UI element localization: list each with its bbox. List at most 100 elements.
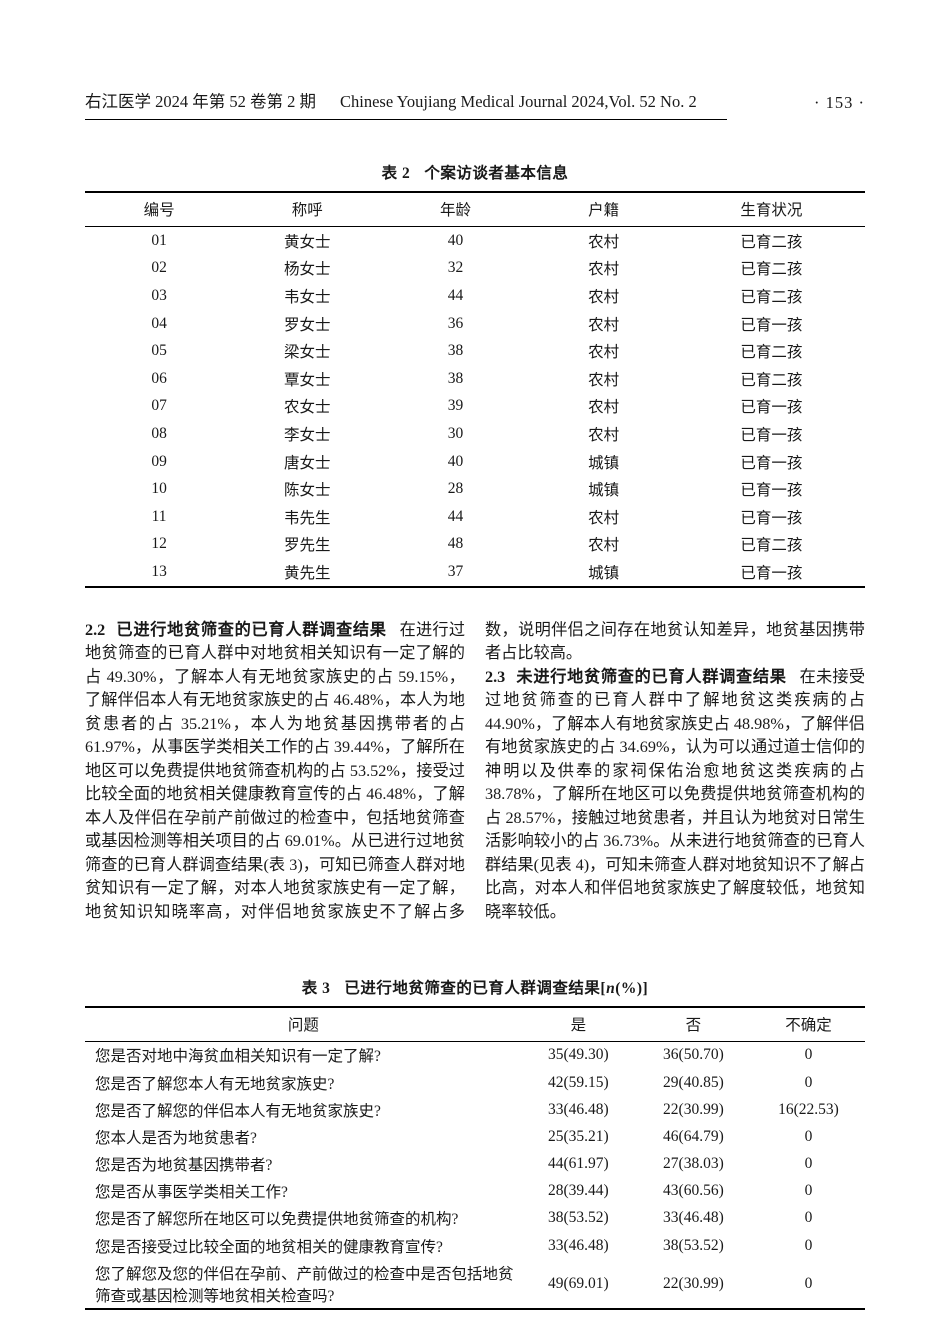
table-cell: 29(40.85)	[663, 1073, 724, 1091]
table2-caption: 表 2 个案访谈者基本信息	[85, 161, 865, 183]
table-cell: 已育二孩	[740, 233, 803, 251]
table-cell: 农女士	[284, 399, 331, 417]
table3-caption-bracket-close: (%)]	[615, 979, 649, 997]
table2-col-number: 编号	[85, 192, 234, 227]
table-cell: 28(39.44)	[547, 1182, 609, 1200]
table-cell: 已育一孩	[740, 316, 803, 334]
table-cell: 46(64.79)	[663, 1127, 724, 1145]
journal-title-cn: 右江医学 2024 年第 52 卷第 2 期	[85, 92, 316, 111]
table3-caption-label: 表 3	[301, 979, 331, 997]
table-row: 07 农女士 39 农村 已育一孩	[85, 393, 865, 421]
section-2-2: 2.2 已进行地贫筛查的已育人群调查结果 在进行过地贫筛查的已育人群中对地贫相关知识…	[85, 619, 865, 931]
table-cell: 已育一孩	[740, 399, 803, 417]
table-row: 您是否了解您所在地区可以免费提供地贫筛查的机构? 38(53.52) 33(46.4…	[85, 1205, 865, 1232]
table-cell: 0	[804, 1155, 813, 1173]
table-row: 您是否为地贫基因携带者? 44(61.97) 27(38.03) 0	[85, 1150, 865, 1177]
table-cell: 25(35.21)	[547, 1127, 609, 1145]
table-cell: 您是否从事医学类相关工作?	[95, 1184, 288, 1202]
table-row: 08 李女士 30 农村 已育一孩	[85, 420, 865, 448]
table2-header: 编号 称呼 年龄 户籍 生育状况	[85, 192, 865, 227]
table2-body: 01 黄女士 40 农村 已育二孩 02 杨女士 32 农村 已育二孩 03 韦女士 44 农村 已育二孩 0…	[85, 227, 865, 587]
table-cell: 已育一孩	[740, 509, 803, 527]
table3-col-no: 否	[634, 1006, 752, 1042]
table-cell: 农村	[588, 426, 620, 444]
running-head-titles: 右江医学 2024 年第 52 卷第 2 期 Chinese Youjiang …	[85, 88, 727, 120]
table-cell: 44(61.97)	[547, 1155, 609, 1173]
table-cell: 农村	[588, 344, 620, 362]
table-cell: 城镇	[588, 482, 620, 500]
table-row: 您是否从事医学类相关工作? 28(39.44) 43(60.56) 0	[85, 1178, 865, 1205]
table3-col-question: 问题	[85, 1006, 522, 1042]
table-cell: 10	[151, 480, 167, 498]
section-2-3: 2.3 未进行地贫筛查的已育人群调查结果 在未接受过地贫筛查的已育人群中了解地贫这类…	[485, 666, 865, 925]
table-header-row: 问题 是 否 不确定	[85, 1006, 865, 1042]
table-row: 06 覃女士 38 农村 已育二孩	[85, 365, 865, 393]
table-header-row: 编号 称呼 年龄 户籍 生育状况	[85, 192, 865, 227]
table-cell: 37	[447, 562, 464, 580]
table-cell: 33(46.48)	[663, 1209, 724, 1227]
table-row: 09 唐女士 40 城镇 已育一孩	[85, 448, 865, 476]
table-cell: 杨女士	[284, 261, 331, 279]
section-2-2-heading: 已进行地贫筛查的已育人群调查结果	[116, 620, 387, 639]
table-cell: 0	[804, 1236, 813, 1254]
table-cell: 33(46.48)	[547, 1236, 609, 1254]
table3-caption-title: 已进行地贫筛查的已育人群调查结果	[344, 979, 601, 997]
table-cell: 03	[151, 286, 167, 304]
table-cell: 已育一孩	[740, 454, 803, 472]
table-cell: 12	[151, 535, 167, 553]
table-row: 12 罗先生 48 农村 已育二孩	[85, 531, 865, 559]
table-cell: 27(38.03)	[663, 1155, 724, 1173]
table-cell: 农村	[588, 537, 620, 555]
table2-interviewees: 编号 称呼 年龄 户籍 生育状况 01 黄女士 40 农村 已育二孩 02 杨女士 32 农村已…	[85, 191, 865, 588]
table-cell: 已育一孩	[740, 426, 803, 444]
table-cell: 02	[151, 259, 167, 277]
table-cell: 30	[447, 424, 464, 442]
table-cell: 36(50.70)	[663, 1046, 724, 1064]
table-row: 04 罗女士 36 农村 已育一孩	[85, 310, 865, 338]
table-cell: 已育一孩	[740, 564, 803, 582]
table-cell: 您是否为地贫基因携带者?	[95, 1157, 273, 1175]
table2-caption-label: 表 2	[381, 165, 411, 182]
table2-col-name: 称呼	[233, 192, 382, 227]
table3-survey-results: 问题 是 否 不确定 您是否对地中海贫血相关知识有一定了解? 35(49.30) 3…	[85, 1005, 865, 1311]
table-cell: 黄先生	[284, 564, 331, 582]
table-cell: 0	[804, 1127, 813, 1145]
table-cell: 城镇	[588, 454, 620, 472]
table-row: 11 韦先生 44 农村 已育一孩	[85, 503, 865, 531]
table-row: 10 陈女士 28 城镇 已育一孩	[85, 475, 865, 503]
table2-col-residence: 户籍	[529, 192, 678, 227]
table-cell: 0	[804, 1209, 813, 1227]
body-text: 2.2 已进行地贫筛查的已育人群调查结果 在进行过地贫筛查的已育人群中对地贫相关知识…	[85, 619, 865, 931]
table-row: 05 梁女士 38 农村 已育二孩	[85, 337, 865, 365]
table3-caption: 表 3 已进行地贫筛查的已育人群调查结果[n(%)]	[85, 976, 865, 998]
table-cell: 44	[447, 286, 464, 304]
table2-col-fertility: 生育状况	[677, 192, 865, 227]
table-cell: 罗女士	[284, 316, 331, 334]
table-cell: 22(30.99)	[663, 1100, 724, 1118]
table-cell: 28	[447, 480, 464, 498]
table-cell: 08	[151, 424, 167, 442]
table-row: 您是否了解您本人有无地贫家族史? 42(59.15) 29(40.85) 0	[85, 1069, 865, 1096]
table-cell: 43(60.56)	[663, 1182, 724, 1200]
table-cell: 唐女士	[284, 454, 331, 472]
table-cell: 韦先生	[284, 509, 331, 527]
table-cell: 49(69.01)	[547, 1274, 609, 1292]
table3-caption-bracket-open: [	[600, 979, 607, 997]
table-cell: 您是否对地中海贫血相关知识有一定了解?	[95, 1048, 381, 1066]
table-cell: 您了解您及您的伴侣在孕前、产前做过的检查中是否包括地贫筛查或基因检测等地贫相关检…	[95, 1265, 514, 1305]
table-cell: 42(59.15)	[547, 1073, 609, 1091]
table-cell: 陈女士	[284, 482, 331, 500]
table-cell: 0	[804, 1046, 813, 1064]
page-number: · 153 ·	[814, 93, 865, 112]
table-cell: 农村	[588, 399, 620, 417]
table3-col-yes: 是	[521, 1006, 635, 1042]
table-cell: 已育一孩	[740, 482, 803, 500]
table-cell: 36	[447, 314, 464, 332]
table-row: 02 杨女士 32 农村 已育二孩	[85, 255, 865, 283]
journal-title-en: Chinese Youjiang Medical Journal 2024,Vo…	[340, 92, 697, 111]
table-cell: 城镇	[588, 564, 620, 582]
table-row: 13 黄先生 37 城镇 已育一孩	[85, 558, 865, 587]
table-cell: 44	[447, 507, 464, 525]
section-2-3-heading: 未进行地贫筛查的已育人群调查结果	[516, 667, 787, 686]
